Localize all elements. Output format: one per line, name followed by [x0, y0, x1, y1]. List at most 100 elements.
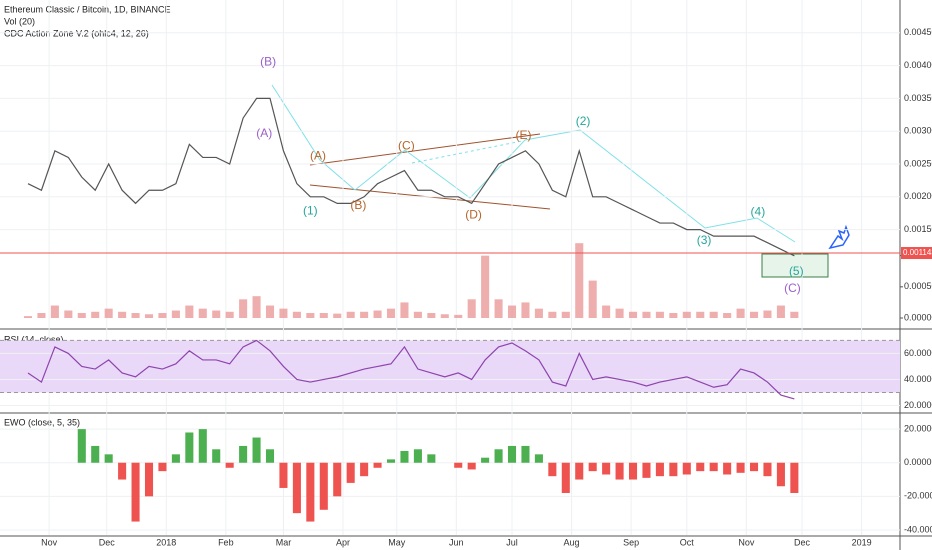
y-tick-label: -20.0000	[904, 491, 932, 501]
bar	[225, 462, 234, 468]
bar	[77, 429, 86, 463]
x-tick-label: Dec	[99, 537, 116, 547]
bar	[346, 462, 355, 483]
y-tick-label: 0.003000	[904, 126, 932, 136]
bar	[400, 450, 409, 463]
bar	[386, 308, 396, 318]
bar	[23, 316, 33, 318]
x-tick-label: Sep	[623, 537, 639, 547]
rsi-title: RSI (14, close)	[4, 334, 64, 344]
bar	[588, 280, 597, 318]
x-tick-label: Jun	[449, 537, 464, 547]
bar	[709, 462, 718, 472]
wave-label: (3)	[697, 233, 712, 247]
bar	[763, 310, 772, 318]
bar	[669, 462, 678, 477]
bar	[131, 462, 140, 522]
bar	[252, 296, 261, 318]
bar	[588, 462, 597, 472]
x-tick-label: Oct	[680, 537, 695, 547]
target-box	[761, 253, 829, 278]
ewo-title: EWO (close, 5, 35)	[4, 417, 80, 427]
bar	[521, 445, 530, 463]
y-tick-label: 20.0000	[904, 400, 932, 410]
wave-label: (B)	[260, 54, 276, 68]
bar	[319, 462, 328, 510]
bar	[561, 311, 570, 318]
bar	[360, 311, 369, 318]
bar	[696, 311, 705, 318]
bar	[628, 311, 638, 318]
y-tick-label: 0.004000	[904, 60, 932, 70]
bar	[212, 310, 221, 318]
bar	[292, 462, 301, 514]
bar	[104, 308, 113, 318]
bar	[171, 454, 180, 463]
bar	[346, 311, 355, 318]
y-tick-label: 0.001500	[904, 224, 932, 234]
bar	[723, 462, 732, 475]
bar	[561, 462, 570, 493]
bar	[265, 305, 275, 318]
bar	[265, 449, 275, 463]
trend-lines	[271, 84, 850, 278]
bar	[467, 462, 476, 470]
bar	[548, 311, 557, 318]
wave-label: (B)	[350, 198, 366, 212]
bar	[386, 459, 396, 463]
last-price-box	[901, 247, 932, 260]
wave-label: (5)	[789, 264, 804, 278]
bar	[104, 454, 113, 463]
bar	[669, 313, 678, 318]
bar	[144, 462, 154, 497]
bar	[37, 313, 46, 318]
bar	[709, 311, 718, 318]
y-tick-label: 0.000000	[904, 312, 932, 322]
bar	[279, 462, 288, 488]
bar	[91, 311, 100, 318]
y-tick-label: 20.0000	[904, 424, 932, 434]
bar	[118, 311, 127, 318]
wave-label: (4)	[751, 205, 766, 219]
y-tick-label: 0.0000	[904, 457, 932, 467]
bar	[682, 311, 691, 318]
bar	[628, 462, 638, 480]
x-tick-label: Nov	[41, 537, 58, 547]
x-tick-label: Dec	[794, 537, 811, 547]
bar	[185, 305, 194, 318]
wave-label: (2)	[576, 114, 591, 128]
bar	[427, 313, 436, 318]
bar	[507, 305, 517, 318]
bar	[198, 308, 207, 318]
wave-label: (1)	[303, 203, 318, 217]
x-tick-label: Nov	[738, 537, 755, 547]
x-tick-label: Mar	[276, 537, 292, 547]
wave-line	[411, 140, 523, 164]
bar	[507, 445, 517, 463]
bar	[642, 462, 651, 478]
bar	[790, 311, 799, 318]
bar	[534, 454, 543, 463]
volume-title: Vol (20)	[4, 16, 35, 26]
bar	[225, 311, 234, 318]
y-tick-label: 40.0000	[904, 374, 932, 384]
bar	[494, 449, 503, 463]
bar	[521, 302, 530, 318]
bar	[467, 299, 476, 318]
bar	[158, 462, 167, 472]
bar	[306, 462, 315, 522]
bar	[413, 311, 422, 318]
bar	[655, 462, 664, 477]
bar	[548, 462, 557, 477]
x-tick-label: 2018	[156, 537, 176, 547]
bar	[776, 462, 785, 487]
bar	[736, 462, 745, 473]
bar	[279, 308, 288, 318]
bar	[64, 310, 73, 318]
bar	[144, 314, 154, 318]
line-series	[27, 97, 795, 257]
y-tick-label: 0.000500	[904, 281, 932, 291]
bar	[440, 314, 449, 318]
bar	[763, 462, 772, 477]
